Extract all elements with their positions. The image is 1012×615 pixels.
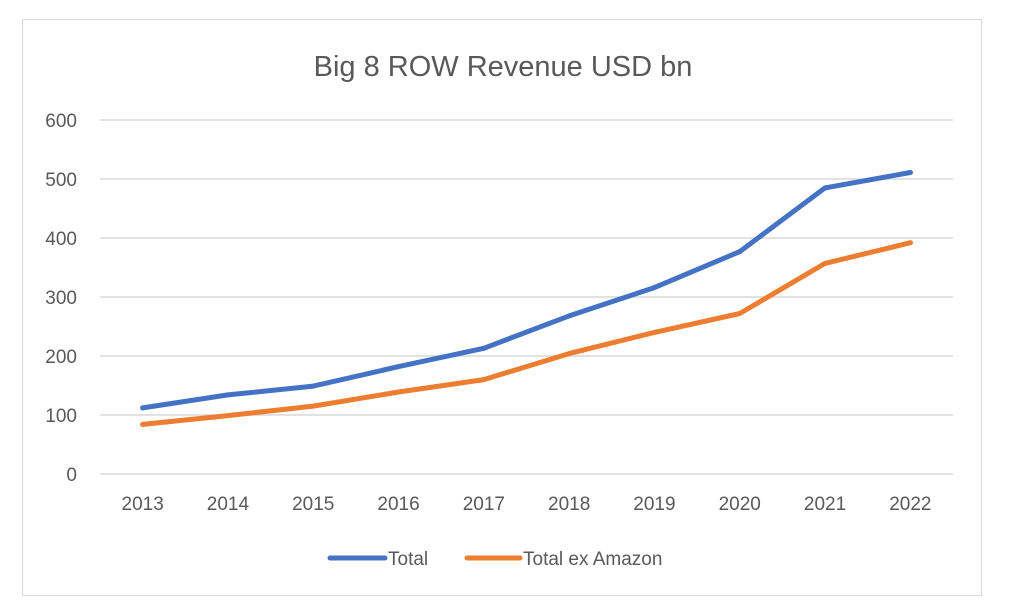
x-tick-label: 2013 [122, 494, 164, 515]
data-point-total-ex-amazon [651, 329, 657, 335]
data-point-total [310, 383, 316, 389]
data-point-total [140, 405, 146, 411]
data-point-total-ex-amazon [140, 421, 146, 427]
x-tick-label: 2015 [292, 494, 334, 515]
x-tick-label: 2017 [463, 494, 505, 515]
data-point-total-ex-amazon [566, 351, 572, 357]
x-tick-label: 2014 [207, 494, 250, 515]
data-point-total-ex-amazon [737, 311, 743, 317]
data-point-total [737, 249, 743, 255]
data-point-total-ex-amazon [396, 389, 402, 395]
x-axis-ticks: 2013 2014 2015 2016 2017 2018 2019 2020 2021 2022 [122, 494, 932, 515]
data-point-total-ex-amazon [907, 240, 913, 246]
y-tick-label: 500 [45, 170, 77, 191]
y-tick-label: 100 [45, 406, 77, 427]
data-point-total-ex-amazon [225, 413, 231, 419]
y-tick-label: 0 [66, 465, 77, 486]
y-tick-label: 600 [45, 111, 77, 132]
data-point-total-ex-amazon [481, 377, 487, 383]
series-lines [140, 170, 913, 427]
x-tick-label: 2016 [377, 494, 419, 515]
legend-label-total-ex-amazon: Total ex Amazon [523, 549, 662, 570]
data-point-total [396, 364, 402, 370]
gridlines [100, 119, 953, 475]
data-point-total [225, 392, 231, 398]
series-line-total [140, 170, 913, 411]
data-point-total [566, 313, 572, 319]
y-tick-label: 400 [45, 229, 77, 250]
data-point-total [481, 345, 487, 351]
data-point-total-ex-amazon [310, 403, 316, 409]
series-line-total-ex-amazon [140, 240, 913, 427]
x-tick-label: 2022 [889, 494, 931, 515]
x-tick-label: 2020 [719, 494, 761, 515]
x-tick-label: 2021 [804, 494, 846, 515]
chart-frame [22, 19, 982, 596]
data-point-total [651, 285, 657, 291]
data-point-total [822, 185, 828, 191]
x-tick-label: 2018 [548, 494, 590, 515]
data-point-total [907, 170, 913, 176]
y-axis-ticks: 0 100 200 300 400 500 600 [45, 111, 77, 486]
x-tick-label: 2019 [633, 494, 675, 515]
data-point-total-ex-amazon [822, 260, 828, 266]
y-tick-label: 300 [45, 288, 77, 309]
y-tick-label: 200 [45, 347, 77, 368]
legend[interactable]: Total Total ex Amazon [327, 549, 662, 570]
legend-label-total: Total [388, 549, 428, 570]
chart-title: Big 8 ROW Revenue USD bn [314, 51, 693, 83]
